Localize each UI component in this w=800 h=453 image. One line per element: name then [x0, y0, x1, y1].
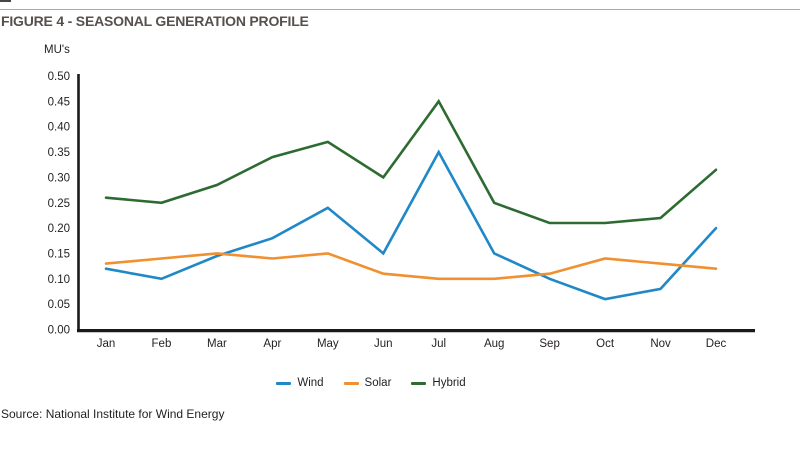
legend-label-wind: Wind	[297, 377, 324, 389]
legend-swatch-wind	[276, 381, 292, 385]
x-tick-label: Oct	[596, 338, 615, 350]
chart-svg: 0.00 0.05 0.10 0.15 0.20 0.25 0.30 0.35 0.40 0.45…	[48, 71, 755, 350]
x-tick-label: Jul	[431, 338, 446, 350]
y-tick-label: 0.15	[48, 248, 70, 260]
legend-label-solar: Solar	[364, 377, 392, 389]
legend-swatch-hybrid	[411, 381, 427, 385]
y-tick-label: 0.10	[48, 274, 70, 286]
y-tick-label: 0.00	[48, 325, 70, 337]
y-tick-label: 0.35	[48, 147, 70, 159]
x-tick-label: Feb	[152, 338, 172, 350]
figure-title: FIGURE 4 - SEASONAL GENERATION PROFILE	[1, 13, 309, 29]
legend-label-hybrid: Hybrid	[432, 377, 466, 389]
legend-item-solar: Solar	[343, 377, 392, 389]
legend-swatch-solar	[343, 381, 359, 385]
y-tick-label: 0.20	[48, 223, 70, 235]
legend-item-wind: Wind	[276, 377, 324, 389]
x-tick-label: Jun	[374, 338, 393, 350]
x-tick-label: Aug	[484, 338, 504, 350]
y-tick-label: 0.30	[48, 172, 70, 184]
chart-legend: Wind Solar Hybrid	[0, 377, 742, 389]
x-tick-label: Sep	[539, 338, 559, 350]
series-line-solar	[104, 252, 718, 281]
x-tick-label: Apr	[263, 338, 281, 350]
source-text: Source: National Institute for Wind Ener…	[1, 407, 225, 421]
legend-item-hybrid: Hybrid	[411, 377, 466, 389]
page-corner-mark	[0, 0, 11, 2]
y-tick-label: 0.45	[48, 96, 70, 108]
series-line-hybrid	[104, 98, 718, 225]
title-divider-rule	[0, 9, 800, 10]
y-axis-unit-label: MU's	[44, 44, 70, 56]
y-tick-label: 0.50	[48, 71, 70, 83]
x-tick-label: Nov	[650, 338, 671, 350]
y-tick-label: 0.40	[48, 122, 70, 134]
x-tick-label: Dec	[706, 338, 727, 350]
x-tick-label: May	[317, 338, 339, 350]
x-tick-label: Jan	[97, 338, 116, 350]
x-tick-label: Mar	[207, 338, 227, 350]
y-tick-label: 0.25	[48, 198, 70, 210]
series-line-wind	[104, 149, 718, 301]
y-tick-label: 0.05	[48, 299, 70, 311]
